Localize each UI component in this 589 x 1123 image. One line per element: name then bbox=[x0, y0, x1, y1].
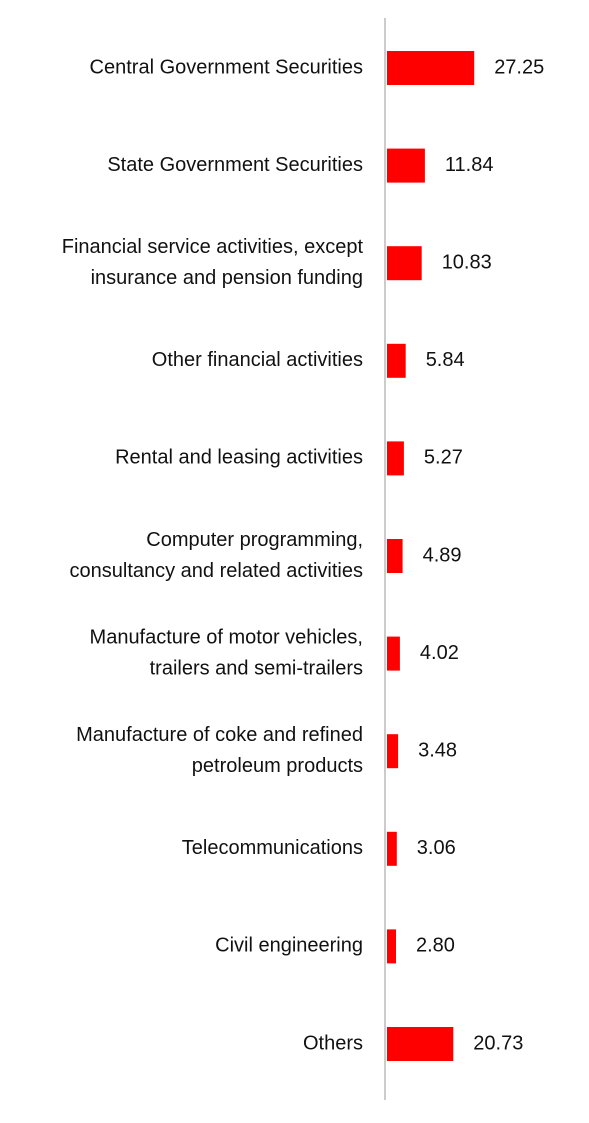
data-label: 5.27 bbox=[424, 447, 463, 469]
bar bbox=[387, 929, 396, 964]
data-label: 4.02 bbox=[420, 642, 459, 664]
bar bbox=[387, 734, 399, 769]
bar bbox=[387, 831, 397, 866]
category-label: Financial service activities, except bbox=[62, 236, 364, 258]
data-label: 11.84 bbox=[445, 154, 494, 176]
category-label: Other financial activities bbox=[152, 349, 363, 371]
bar bbox=[387, 539, 403, 573]
bar bbox=[387, 343, 406, 378]
category-label: consultancy and related activities bbox=[70, 560, 364, 582]
data-label: 3.06 bbox=[417, 837, 456, 859]
category-label: trailers and semi-trailers bbox=[150, 657, 363, 679]
category-label: Manufacture of coke and refined bbox=[76, 724, 363, 746]
category-label: insurance and pension funding bbox=[91, 267, 363, 289]
data-label: 4.89 bbox=[423, 544, 462, 566]
category-label: petroleum products bbox=[192, 755, 363, 777]
category-label: Central Government Securities bbox=[90, 56, 363, 78]
data-label: 2.80 bbox=[416, 935, 455, 957]
bar bbox=[387, 51, 475, 85]
bar bbox=[387, 246, 422, 281]
category-label: Computer programming, bbox=[146, 529, 363, 551]
data-label: 3.48 bbox=[418, 739, 457, 761]
bar bbox=[387, 1027, 454, 1061]
bar bbox=[387, 148, 425, 183]
bar bbox=[387, 636, 400, 671]
category-label: Manufacture of motor vehicles, bbox=[90, 626, 363, 648]
data-label: 5.84 bbox=[426, 349, 465, 371]
category-label: Telecommunications bbox=[182, 837, 363, 859]
category-label: Others bbox=[303, 1032, 363, 1054]
category-label: Civil engineering bbox=[215, 935, 363, 957]
bar bbox=[387, 441, 404, 476]
category-label: Rental and leasing activities bbox=[115, 447, 363, 469]
category-label: State Government Securities bbox=[107, 154, 363, 176]
data-label: 20.73 bbox=[473, 1032, 523, 1054]
data-label: 27.25 bbox=[494, 56, 544, 78]
data-label: 10.83 bbox=[442, 251, 492, 273]
